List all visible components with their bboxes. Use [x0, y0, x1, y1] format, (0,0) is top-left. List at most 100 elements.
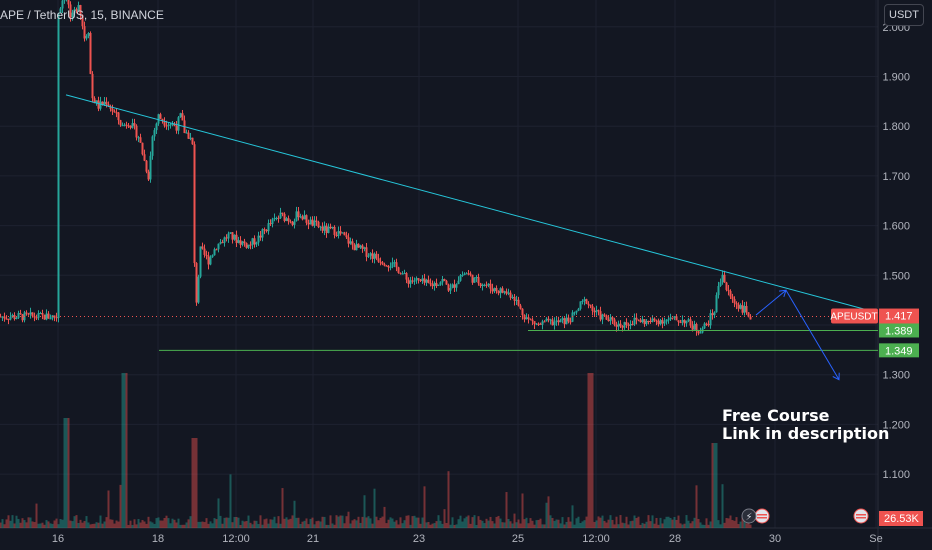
volume-bar — [395, 520, 398, 528]
volume-bar — [81, 522, 84, 528]
candle-body — [623, 322, 626, 328]
candle-body — [145, 160, 148, 172]
candle-body — [631, 323, 634, 325]
candle-body — [159, 114, 162, 119]
candle-body — [129, 125, 132, 128]
candle-body — [69, 4, 72, 18]
candle-body — [269, 223, 272, 225]
volume-bar — [381, 516, 384, 528]
volume-bar — [275, 523, 278, 528]
promo-line-2: Link in description — [722, 424, 890, 443]
candle-body — [103, 101, 106, 105]
volume-bar — [105, 517, 108, 528]
x-tick-label: 21 — [307, 533, 319, 545]
volume-bar — [633, 515, 636, 528]
candle-body — [25, 312, 28, 314]
volume-bar — [265, 518, 268, 528]
volume-bar — [681, 524, 684, 528]
candle-body — [571, 312, 574, 322]
volume-bar — [299, 523, 302, 528]
volume-bar — [235, 516, 238, 528]
volume-bar — [51, 523, 54, 528]
candle-body — [515, 299, 518, 301]
candle-body — [305, 215, 308, 223]
candle-body — [281, 212, 284, 214]
candle-body — [617, 323, 620, 327]
candle-body — [167, 124, 170, 126]
candle-body — [295, 211, 298, 222]
volume-bar — [561, 517, 564, 528]
volume-bar — [689, 523, 692, 528]
candle-body — [713, 312, 716, 316]
x-tick-label: 12:00 — [582, 533, 610, 545]
volume-bar — [161, 520, 164, 528]
volume-bar — [745, 523, 748, 528]
volume-bar — [563, 524, 566, 528]
price-axis[interactable]: 2.0001.9001.8001.7001.6001.5001.4001.300… — [882, 22, 910, 481]
candle-body — [487, 283, 490, 286]
candle-body — [743, 305, 746, 313]
candlesticks — [0, 0, 752, 336]
candle-body — [221, 242, 224, 244]
volume-bar — [393, 521, 396, 528]
candle-body — [261, 229, 264, 238]
volume-bar — [193, 438, 196, 528]
candle-body — [559, 319, 562, 323]
volume-bar — [607, 519, 610, 528]
candle-body — [343, 232, 346, 236]
symbol-header: APE / TetherUS, 15, BINANCE — [0, 8, 164, 22]
symbol-tag-bg — [831, 308, 878, 324]
candle-body — [485, 284, 488, 286]
candle-body — [513, 296, 516, 301]
volume-bar — [325, 524, 328, 528]
volume-bar — [451, 517, 454, 528]
candle-body — [341, 232, 344, 234]
volume-bar — [749, 524, 752, 528]
volume-bar — [515, 522, 518, 528]
candle-body — [243, 241, 246, 244]
volume-bar — [637, 516, 640, 528]
candle-body — [643, 319, 646, 325]
volume-bar — [247, 515, 250, 528]
time-axis[interactable]: 16 18 12:00 21 23 25 12:00 28 30 Se — [52, 533, 883, 545]
candle-body — [179, 113, 182, 118]
candle-body — [725, 282, 728, 290]
currency-button[interactable]: USDT — [884, 4, 924, 26]
volume-bar — [129, 520, 132, 528]
candle-body — [337, 231, 340, 236]
volume-bar — [461, 521, 464, 528]
candle-body — [199, 246, 202, 277]
volume-bar — [623, 523, 626, 528]
candle-body — [429, 282, 432, 285]
candle-body — [213, 249, 216, 256]
x-tick-label: 12:00 — [222, 533, 250, 545]
volume-bar — [119, 484, 122, 528]
volume-bar — [61, 519, 64, 528]
volume-bar — [583, 520, 586, 528]
candle-body — [327, 226, 330, 233]
candle-body — [447, 284, 450, 291]
volume-bar — [717, 520, 720, 528]
volume-bar — [417, 517, 420, 528]
arrow-head — [832, 372, 840, 381]
arrow-head — [778, 289, 787, 298]
candle-body — [291, 222, 294, 225]
candle-body — [641, 319, 644, 323]
promo-annotation: Free Course Link in description — [722, 407, 889, 443]
candle-body — [611, 317, 614, 320]
volume-bar — [467, 515, 470, 528]
volume-bar — [405, 515, 408, 528]
volume-bar — [573, 524, 576, 528]
event-flag-icon — [853, 508, 869, 524]
volume-bar — [493, 523, 496, 528]
volume-bar — [685, 515, 688, 528]
candle-body — [645, 320, 648, 325]
candle-body — [747, 312, 750, 317]
volume-bar — [473, 515, 476, 528]
volume-bar — [259, 515, 262, 528]
volume-bars — [0, 373, 752, 528]
volume-bar — [179, 524, 182, 528]
volume-bar — [715, 443, 718, 528]
